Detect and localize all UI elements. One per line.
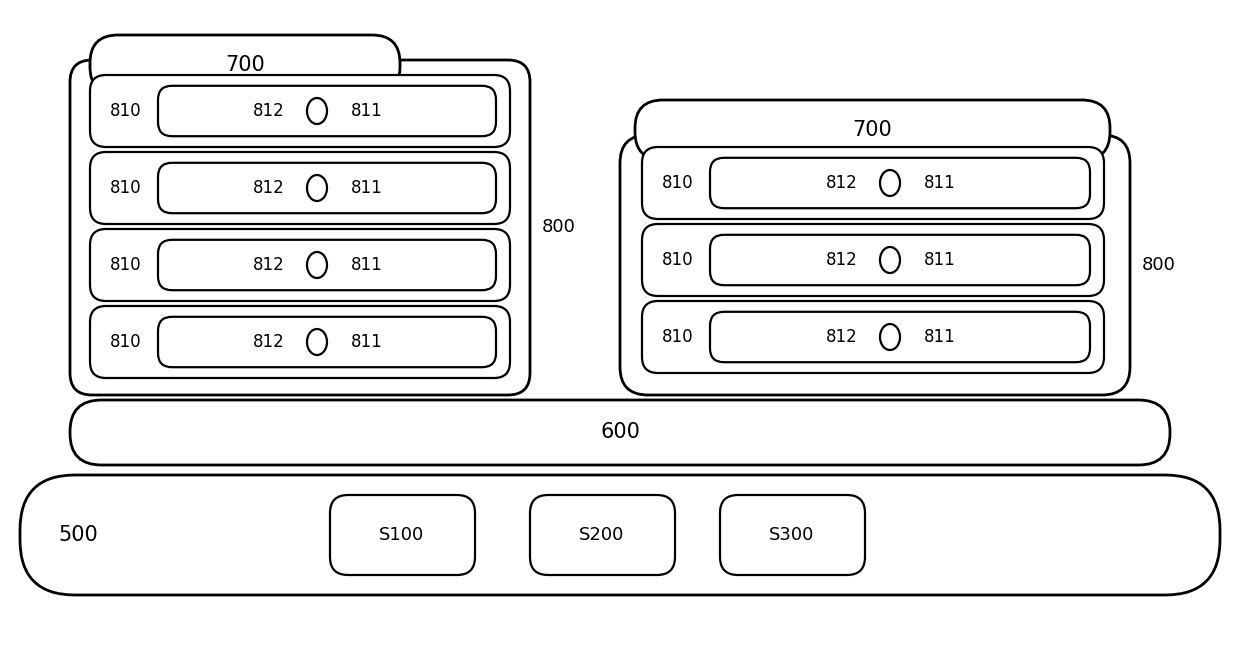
FancyBboxPatch shape (620, 135, 1130, 395)
Text: 700: 700 (226, 55, 265, 75)
FancyBboxPatch shape (720, 495, 866, 575)
Text: 810: 810 (662, 174, 693, 192)
Ellipse shape (880, 170, 900, 196)
FancyBboxPatch shape (157, 86, 496, 136)
Text: 811: 811 (924, 328, 956, 346)
FancyBboxPatch shape (157, 240, 496, 290)
Text: 812: 812 (826, 251, 858, 269)
Text: 810: 810 (110, 102, 141, 120)
Text: S100: S100 (379, 526, 424, 544)
FancyBboxPatch shape (157, 317, 496, 367)
FancyBboxPatch shape (635, 100, 1110, 160)
FancyBboxPatch shape (642, 224, 1104, 296)
Text: 500: 500 (58, 525, 98, 545)
FancyBboxPatch shape (91, 229, 510, 301)
FancyBboxPatch shape (157, 163, 496, 213)
FancyBboxPatch shape (330, 495, 475, 575)
Text: 812: 812 (253, 256, 285, 274)
Text: 600: 600 (600, 422, 640, 442)
FancyBboxPatch shape (69, 400, 1171, 465)
Ellipse shape (308, 252, 327, 278)
Text: 812: 812 (253, 179, 285, 197)
Ellipse shape (880, 324, 900, 350)
FancyBboxPatch shape (711, 235, 1090, 285)
Text: 811: 811 (351, 179, 383, 197)
FancyBboxPatch shape (20, 475, 1220, 595)
Text: 811: 811 (924, 251, 956, 269)
FancyBboxPatch shape (529, 495, 675, 575)
Text: 812: 812 (826, 174, 858, 192)
Text: 700: 700 (853, 120, 893, 140)
Ellipse shape (308, 175, 327, 201)
Ellipse shape (308, 329, 327, 355)
Text: 800: 800 (1142, 256, 1176, 274)
Ellipse shape (880, 247, 900, 273)
FancyBboxPatch shape (91, 35, 401, 95)
FancyBboxPatch shape (91, 306, 510, 378)
Text: 810: 810 (110, 333, 141, 351)
Text: 812: 812 (253, 333, 285, 351)
Ellipse shape (308, 98, 327, 124)
FancyBboxPatch shape (642, 301, 1104, 373)
FancyBboxPatch shape (711, 312, 1090, 362)
Text: 810: 810 (662, 251, 693, 269)
FancyBboxPatch shape (642, 147, 1104, 219)
FancyBboxPatch shape (69, 60, 529, 395)
Text: 811: 811 (351, 333, 383, 351)
FancyBboxPatch shape (711, 158, 1090, 208)
Text: 812: 812 (253, 102, 285, 120)
Text: 810: 810 (110, 179, 141, 197)
Text: 811: 811 (351, 256, 383, 274)
Text: 810: 810 (110, 256, 141, 274)
Text: 811: 811 (351, 102, 383, 120)
Text: 800: 800 (542, 218, 575, 236)
Text: S200: S200 (579, 526, 625, 544)
FancyBboxPatch shape (91, 152, 510, 224)
Text: 810: 810 (662, 328, 693, 346)
Text: 811: 811 (924, 174, 956, 192)
Text: 812: 812 (826, 328, 858, 346)
Text: S300: S300 (769, 526, 815, 544)
FancyBboxPatch shape (91, 75, 510, 147)
